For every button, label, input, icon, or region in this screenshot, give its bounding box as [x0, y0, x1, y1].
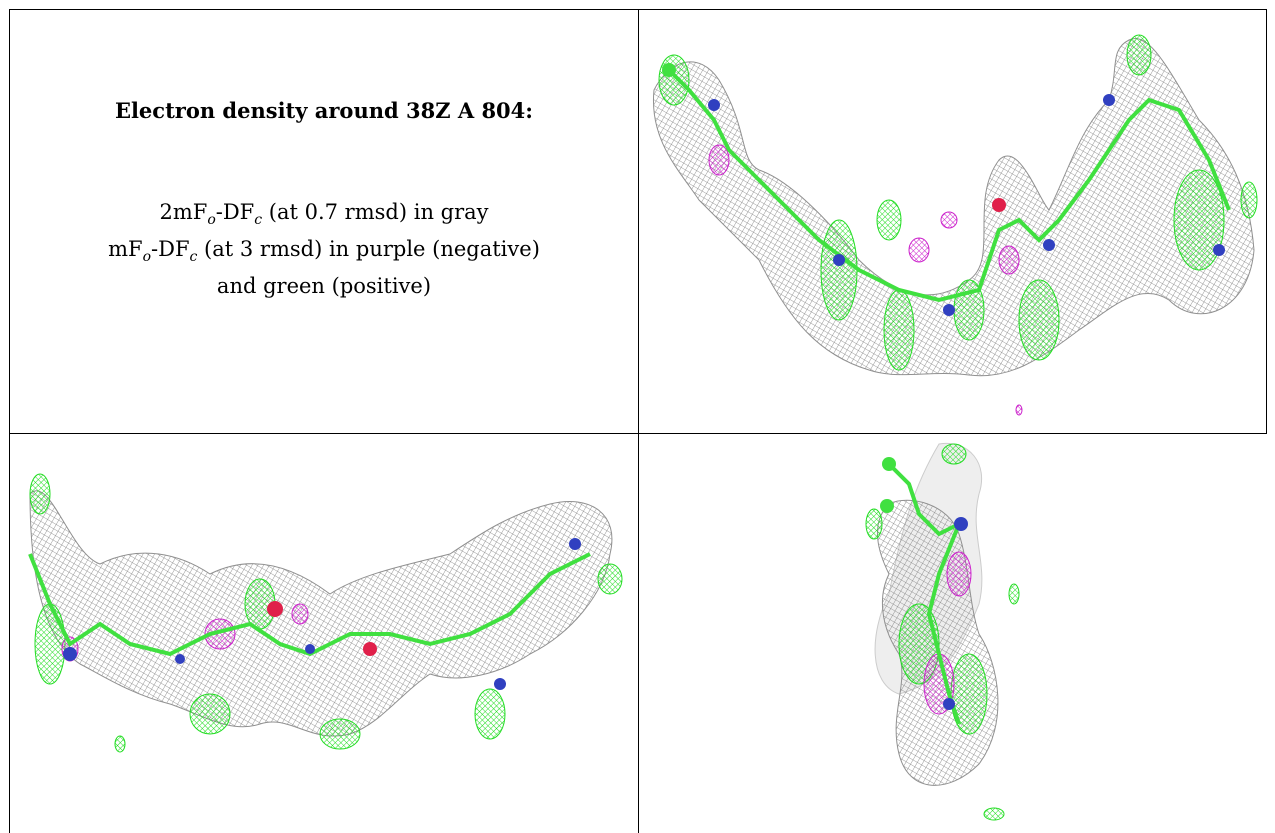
figure-table: Electron density around 38Z A 804: 2mFo-…	[9, 9, 1267, 833]
gray-density-mesh	[652, 38, 1255, 377]
ligand-atoms	[662, 63, 1231, 316]
caption-cell: Electron density around 38Z A 804: 2mFo-…	[10, 10, 638, 433]
positive-density-blobs	[29, 473, 623, 753]
ligand-atoms	[880, 457, 968, 725]
table-border-left	[9, 9, 10, 833]
density-view-3-graphic	[865, 442, 1020, 821]
density-image-view-2	[10, 434, 638, 833]
caption-line-colors: and green (positive)	[216, 274, 432, 299]
negative-density-blobs	[708, 144, 1023, 416]
gray-density-mesh	[29, 490, 613, 737]
table-border-middle	[638, 9, 639, 833]
positive-density-blobs	[658, 34, 1258, 371]
caption-description: 2mFo-DFc (at 0.7 rmsd) in gray mFo-DFc (…	[108, 198, 540, 301]
density-image-view-3	[639, 434, 1267, 833]
density-image-view-1	[639, 10, 1266, 433]
table-border-top	[9, 9, 1267, 10]
caption-line-2fo-dfc: 2mFo-DFc (at 0.7 rmsd) in gray	[159, 200, 489, 229]
caption-line-fo-dfc: mFo-DFc (at 3 rmsd) in purple (negative)	[108, 237, 540, 266]
density-view-1-graphic	[652, 34, 1258, 416]
table-border-right	[1266, 9, 1267, 433]
table-border-row	[9, 433, 1267, 434]
density-view-2-graphic	[28, 473, 623, 753]
ligand-atoms	[28, 538, 591, 690]
caption-title: Electron density around 38Z A 804:	[114, 98, 534, 123]
